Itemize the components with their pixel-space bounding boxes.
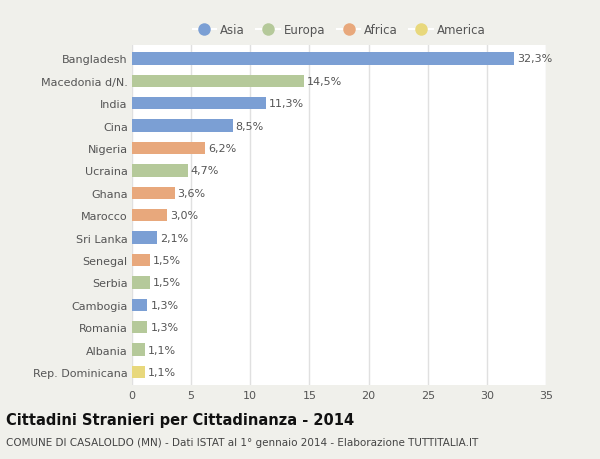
Text: Cittadini Stranieri per Cittadinanza - 2014: Cittadini Stranieri per Cittadinanza - 2… xyxy=(6,413,354,428)
Bar xyxy=(132,299,148,311)
Bar xyxy=(132,232,157,244)
Bar xyxy=(132,143,205,155)
Text: 1,1%: 1,1% xyxy=(148,345,176,355)
Bar xyxy=(132,165,188,177)
Text: 3,0%: 3,0% xyxy=(170,211,199,221)
Bar xyxy=(132,76,304,88)
Text: 1,3%: 1,3% xyxy=(151,323,178,332)
Bar xyxy=(132,187,175,200)
Bar xyxy=(132,254,150,267)
Text: 14,5%: 14,5% xyxy=(307,77,342,87)
Bar xyxy=(132,120,233,133)
Text: 4,7%: 4,7% xyxy=(191,166,219,176)
Legend: Asia, Europa, Africa, America: Asia, Europa, Africa, America xyxy=(193,24,485,37)
Text: 6,2%: 6,2% xyxy=(208,144,236,154)
Text: 1,5%: 1,5% xyxy=(152,278,181,288)
Text: 1,1%: 1,1% xyxy=(148,367,176,377)
Text: 8,5%: 8,5% xyxy=(235,121,264,131)
Bar xyxy=(132,210,167,222)
Bar xyxy=(132,53,514,66)
Text: 2,1%: 2,1% xyxy=(160,233,188,243)
Text: 1,5%: 1,5% xyxy=(152,255,181,265)
Text: 32,3%: 32,3% xyxy=(517,54,552,64)
Bar xyxy=(132,98,266,110)
Bar xyxy=(132,366,145,378)
Text: 3,6%: 3,6% xyxy=(178,188,206,198)
Text: 11,3%: 11,3% xyxy=(269,99,304,109)
Bar xyxy=(132,321,148,334)
Bar xyxy=(132,344,145,356)
Text: 1,3%: 1,3% xyxy=(151,300,178,310)
Text: COMUNE DI CASALOLDO (MN) - Dati ISTAT al 1° gennaio 2014 - Elaborazione TUTTITAL: COMUNE DI CASALOLDO (MN) - Dati ISTAT al… xyxy=(6,437,478,447)
Bar xyxy=(132,277,150,289)
